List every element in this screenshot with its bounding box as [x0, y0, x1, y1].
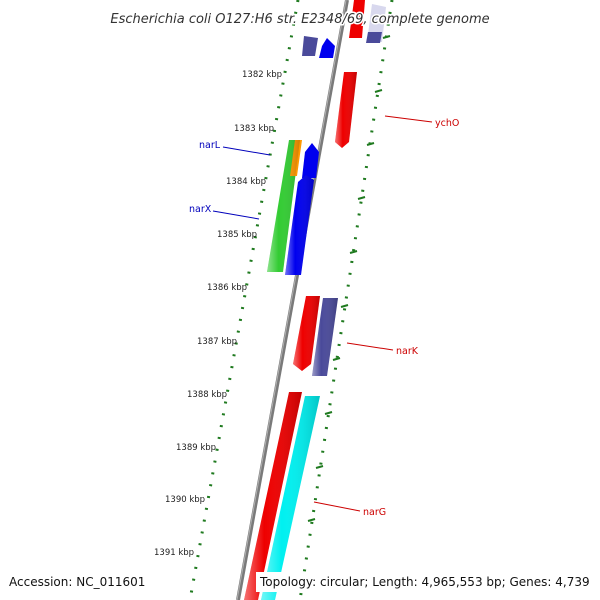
gene-top-blue[interactable]	[319, 38, 335, 58]
accession-text: Accession: NC_011601	[9, 575, 145, 589]
genome-backbone	[236, 0, 349, 600]
gene-label-narK[interactable]: narK	[396, 346, 419, 357]
kbp-label: 1386 kbp	[207, 283, 247, 293]
genome-backbone-highlight	[236, 0, 347, 600]
kbp-label: 1383 kbp	[234, 124, 274, 134]
gene-small-blue[interactable]	[302, 143, 319, 178]
kbp-label: 1387 kbp	[197, 337, 237, 347]
gene-label-ychO[interactable]: ychO	[435, 118, 459, 129]
gene-top-red[interactable]	[349, 0, 365, 38]
gene-label-narL[interactable]: narL	[199, 140, 221, 151]
kbp-label: 1389 kbp	[176, 443, 216, 453]
gene-top-slate[interactable]	[302, 36, 318, 56]
kbp-tick-labels: 1382 kbp 1383 kbp 1384 kbp 1385 kbp 1386…	[154, 70, 282, 558]
gene-label-narG[interactable]: narG	[363, 507, 386, 518]
gene-shading	[244, 72, 357, 600]
gene-labels: ychO narL narX narK narG	[189, 118, 459, 518]
kbp-label: 1384 kbp	[226, 177, 266, 187]
gene-top-purple[interactable]	[366, 32, 382, 43]
topology-text: Topology: circular; Length: 4,965,553 bp…	[259, 575, 590, 589]
kbp-label: 1390 kbp	[165, 495, 205, 505]
kbp-label: 1385 kbp	[217, 230, 257, 240]
gene-label-narX[interactable]: narX	[189, 204, 212, 215]
map-title: Escherichia coli O127:H6 str. E2348/69, …	[110, 12, 489, 27]
kbp-label: 1388 kbp	[187, 390, 227, 400]
kbp-label: 1382 kbp	[242, 70, 282, 80]
outer-tick-ring	[298, 0, 394, 600]
gene-label-leaders	[212, 115, 433, 512]
kbp-label: 1391 kbp	[154, 548, 194, 558]
topology-backdrop	[256, 572, 594, 592]
